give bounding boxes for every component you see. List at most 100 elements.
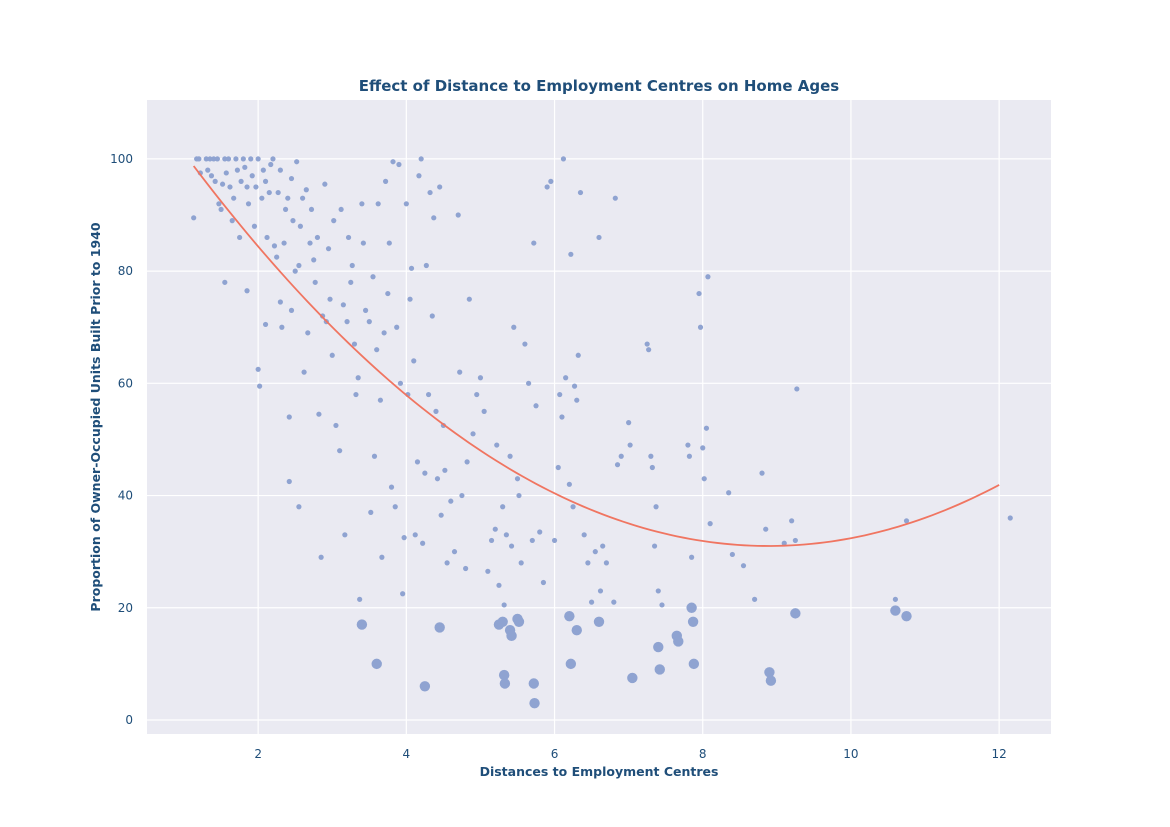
scatter-point <box>649 464 655 471</box>
scatter-point <box>789 518 795 524</box>
scatter-point <box>271 243 278 249</box>
scatter-point <box>368 509 374 515</box>
scatter-point <box>371 453 378 459</box>
scatter-point <box>696 290 702 297</box>
scatter-point <box>792 537 798 544</box>
scatter-point <box>216 201 222 207</box>
scatter-point-large <box>687 616 699 627</box>
scatter-point-large <box>764 667 775 678</box>
scatter-point <box>388 484 395 490</box>
plot-area <box>147 100 1051 734</box>
scatter-point <box>477 375 484 381</box>
scatter-point <box>229 218 235 224</box>
scatter-point <box>248 156 254 162</box>
scatter-point <box>225 156 232 162</box>
scatter-point <box>385 290 391 297</box>
scatter-point <box>353 391 359 398</box>
scatter-point <box>370 274 376 280</box>
scatter-point <box>555 464 561 471</box>
scatter-point <box>268 161 274 168</box>
scatter-point <box>219 181 226 187</box>
x-axis-ticks: 2 4 6 8 10 12 <box>254 747 1006 761</box>
scatter-point <box>259 195 265 201</box>
scatter-point <box>526 380 532 386</box>
scatter-point <box>729 551 735 558</box>
scatter-point <box>588 599 595 605</box>
scatter-point <box>331 218 337 224</box>
scatter-point <box>208 173 215 179</box>
scatter-point <box>196 156 202 162</box>
scatter-point <box>518 560 524 566</box>
scatter-point <box>240 156 246 162</box>
scatter-point <box>644 341 650 347</box>
scatter-point-large <box>513 616 525 627</box>
scatter-point <box>286 414 292 420</box>
scatter-point <box>312 279 318 285</box>
x-axis-label: Distances to Employment Centres <box>480 764 719 779</box>
y-tick-label: 20 <box>118 601 133 615</box>
scatter-point <box>262 178 269 184</box>
scatter-point <box>207 156 213 162</box>
scatter-point <box>307 240 313 246</box>
scatter-point <box>425 391 432 398</box>
trend-line <box>192 165 1000 547</box>
scatter-point <box>903 518 910 524</box>
scatter-point-large <box>356 619 368 630</box>
scatter-point <box>451 549 458 555</box>
scatter-point <box>281 240 287 246</box>
scatter-point-large <box>901 610 912 622</box>
scatter-point <box>437 184 443 190</box>
scatter-point <box>651 543 658 549</box>
scatter-point <box>448 498 454 504</box>
scatter-point <box>244 184 250 190</box>
scatter-point <box>726 490 732 496</box>
scatter-point <box>286 478 292 485</box>
scatter-point <box>311 257 317 263</box>
scatter-point-large <box>498 669 510 681</box>
scatter-point <box>303 187 309 193</box>
scatter-point <box>211 156 217 162</box>
scatter-point-large <box>529 697 540 709</box>
scatter-point <box>781 540 787 546</box>
scatter-point <box>279 324 285 330</box>
scatter-point <box>557 391 563 398</box>
scatter-point-large <box>528 678 539 689</box>
y-tick-label: 60 <box>118 376 133 390</box>
scatter-point-large <box>571 625 582 636</box>
scatter-point <box>612 195 618 201</box>
scatter-point <box>386 240 392 246</box>
scatter-point <box>533 403 539 409</box>
scatter-point <box>294 159 300 165</box>
scatter-point <box>596 234 602 241</box>
scatter-point <box>214 156 220 162</box>
scatter-point <box>222 156 228 162</box>
scatter-point <box>403 201 409 207</box>
scatter-point-large <box>790 608 801 619</box>
scatter-point <box>444 560 450 566</box>
scatter-point <box>551 537 558 544</box>
scatter-point <box>329 352 335 358</box>
scatter-point <box>618 453 624 459</box>
scatter-point <box>382 178 389 184</box>
scatter-point <box>408 265 415 271</box>
scatter-point <box>686 453 693 459</box>
scatter-point <box>537 529 543 535</box>
scatter-point <box>563 375 569 381</box>
scatter-point <box>260 167 266 173</box>
scatter-point-large <box>765 675 777 686</box>
scatter-point <box>337 448 343 454</box>
scatter-point <box>507 453 513 459</box>
scatter-point <box>697 324 704 330</box>
scatter-point <box>288 175 295 182</box>
scatter-point <box>429 313 435 319</box>
y-tick-label: 40 <box>118 489 133 503</box>
scatter-point <box>244 288 250 294</box>
scatter-point <box>575 352 581 358</box>
scatter-point <box>466 296 472 302</box>
scatter-point-large <box>564 610 575 622</box>
scatter-point <box>355 375 361 381</box>
scatter-point <box>238 178 244 184</box>
scatter-point <box>577 189 584 196</box>
scatter-point <box>474 391 480 398</box>
scatter-point <box>227 184 233 190</box>
